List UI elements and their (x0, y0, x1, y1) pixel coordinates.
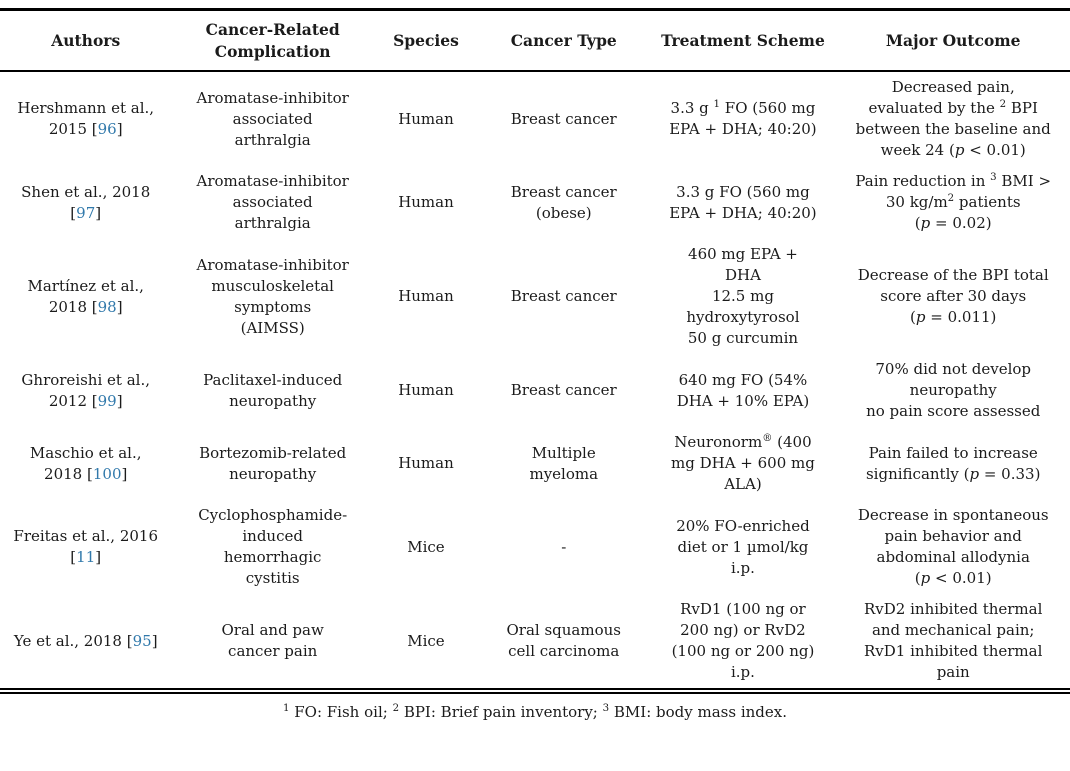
cell-authors: Hershmann et al., 2015 [96] (17, 99, 155, 139)
table-row: Freitas et al., 2016 [11] Cyclophosphamide… (0, 500, 1070, 594)
table-row: Martínez et al., 2018 [98] Aromatase-inhib… (0, 239, 1070, 354)
citation-link[interactable]: 11 (76, 548, 96, 567)
cell-species: Human (398, 193, 454, 212)
cell-authors: Ghroreishi et al., 2012 [99] (21, 370, 150, 410)
superscript-marker: 2 (392, 703, 400, 715)
cell-authors: Shen et al., 2018 [97] (21, 182, 151, 222)
table-row: Ye et al., 2018 [95] Oral and paw cancer p… (0, 594, 1070, 688)
cell-treatment: 3.3 g FO (560 mg EPA + DHA; 40:20) (669, 182, 817, 222)
cell-outcome: Pain failed to increase significantly (p … (865, 443, 1041, 483)
table-row: Maschio et al., 2018 [100] Bortezomib-rela… (0, 427, 1070, 500)
cell-complication: Aromatase-inhibitor associated arthralgia (196, 88, 349, 149)
citation-link[interactable]: 96 (97, 120, 117, 139)
citation-link[interactable]: 99 (97, 391, 117, 410)
cell-species: Human (398, 381, 454, 400)
column-header-authors: Authors (0, 9, 172, 73)
cancer-pain-studies-table: Authors Cancer-Related Complication Species… (0, 8, 1070, 688)
cell-complication: Cyclophosphamide-induced hemorrhagic cysti… (198, 506, 348, 588)
cell-outcome: Decrease in spontaneous pain behavior and… (857, 506, 1049, 588)
cell-outcome: Decrease of the BPI total score after 30 … (857, 266, 1049, 327)
column-header-outcome: Major Outcome (836, 9, 1070, 73)
cell-cancer-type: Breast cancer (obese) (510, 182, 617, 222)
table-body: Hershmann et al., 2015 [96] Aromatase-inhi… (0, 71, 1070, 688)
cell-species: Mice (407, 631, 445, 650)
cell-cancer-type: Breast cancer (510, 109, 617, 128)
cell-authors: Martínez et al., 2018 [98] (27, 276, 144, 316)
superscript-marker: 3 (990, 172, 997, 184)
cell-complication: Oral and paw cancer pain (221, 621, 324, 661)
italic-p: p (915, 308, 926, 327)
cell-complication: Aromatase-inhibitor associated arthralgia (196, 172, 349, 233)
citation-link[interactable]: 95 (132, 631, 152, 650)
cell-treatment: 3.3 g 1 FO (560 mg EPA + DHA; 40:20) (669, 99, 817, 139)
cell-outcome: Decreased pain, evaluated by the 2 BPI bet… (855, 78, 1051, 160)
table-row: Shen et al., 2018 [97] Aromatase-inhibitor… (0, 166, 1070, 239)
cell-cancer-type: Breast cancer (510, 381, 617, 400)
table-footnote: 1 FO: Fish oil; 2 BPI: Brief pain invent… (283, 703, 787, 722)
cell-outcome: Pain reduction in 3 BMI >30 kg/m2 patien… (855, 172, 1052, 233)
cell-species: Human (398, 287, 454, 306)
cell-complication: Aromatase-inhibitor musculoskeletal sympto… (196, 255, 349, 337)
superscript-marker: 2 (999, 99, 1007, 111)
cell-authors: Ye et al., 2018 [95] (13, 631, 158, 650)
superscript-marker: 1 (283, 703, 290, 715)
column-header-treatment: Treatment Scheme (649, 9, 837, 73)
cell-complication: Paclitaxel-induced neuropathy (203, 370, 343, 410)
cell-authors: Maschio et al., 2018 [100] (29, 443, 142, 483)
superscript-marker: 1 (713, 99, 721, 111)
citation-link[interactable]: 98 (97, 297, 117, 316)
cell-species: Human (398, 109, 454, 128)
superscript-marker: 3 (602, 703, 610, 715)
italic-p: p (954, 141, 965, 160)
cell-treatment: 20% FO-enriched diet or 1 µmol/kg i.p. (676, 516, 810, 577)
italic-p: p (969, 464, 980, 483)
table-bottom-rule (0, 688, 1070, 695)
column-header-species: Species (373, 9, 479, 73)
italic-p: p (920, 569, 931, 588)
table-header: Authors Cancer-Related Complication Species… (0, 9, 1070, 73)
cell-treatment: 460 mg EPA + DHA 12.5 mg hydroxytyrosol 50 g… (686, 245, 800, 348)
citation-link[interactable]: 97 (76, 203, 96, 222)
cell-species: Human (398, 454, 454, 473)
cell-authors: Freitas et al., 2016 [11] (13, 527, 158, 567)
superscript-marker: ® (762, 433, 773, 445)
citation-link[interactable]: 100 (92, 464, 122, 483)
cell-complication: Bortezomib-related neuropathy (199, 443, 347, 483)
table-row: Hershmann et al., 2015 [96] Aromatase-inhi… (0, 71, 1070, 166)
cell-treatment: 640 mg FO (54% DHA + 10% EPA) (676, 370, 810, 410)
column-header-cancer-type: Cancer Type (478, 9, 650, 73)
cell-treatment: RvD1 (100 ng or 200 ng) or RvD2 (100 ng or… (671, 600, 815, 682)
column-header-complication: Cancer-Related Complication (171, 9, 374, 73)
cell-outcome: 70% did not develop neuropathy no pain sco… (866, 360, 1041, 421)
cell-cancer-type: Oral squamous cell carcinoma (506, 621, 622, 661)
cell-cancer-type: Breast cancer (510, 287, 617, 306)
cell-cancer-type: Multiple myeloma (529, 443, 599, 483)
superscript-marker: 2 (947, 193, 955, 205)
cell-cancer-type: - (561, 537, 567, 556)
cell-treatment: Neuronorm® (400 mg DHA + 600 mg ALA) (671, 433, 815, 494)
cell-species: Mice (407, 537, 445, 556)
italic-p: p (920, 214, 931, 233)
table-row: Ghroreishi et al., 2012 [99] Paclitaxel-in… (0, 354, 1070, 427)
cell-outcome: RvD2 inhibited thermal and mechanical pai… (864, 600, 1043, 682)
table-header-row: Authors Cancer-Related Complication Species… (0, 9, 1070, 73)
